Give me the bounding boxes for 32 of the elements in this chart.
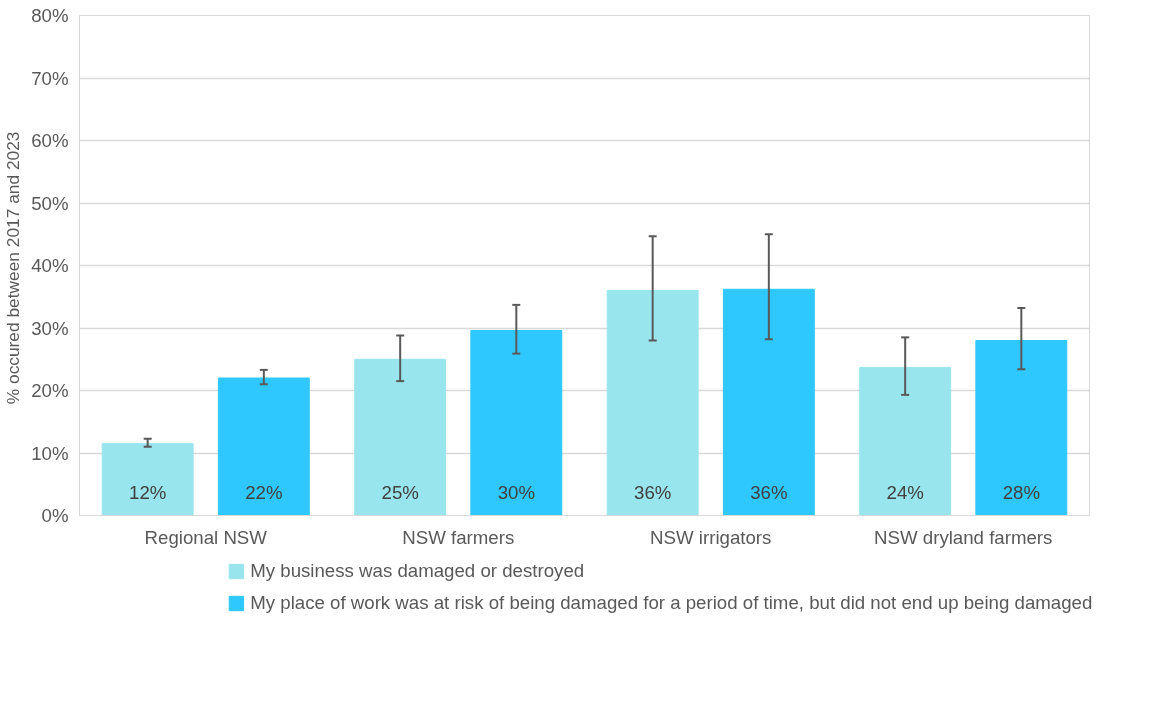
x-tick-label: Regional NSW bbox=[144, 526, 268, 548]
y-tick-label: 30% bbox=[31, 317, 69, 339]
y-tick-label: 50% bbox=[31, 192, 69, 214]
x-tick-label: NSW irrigators bbox=[650, 526, 772, 548]
x-tick-label: NSW dryland farmers bbox=[874, 526, 1053, 548]
y-tick-label: 20% bbox=[31, 380, 69, 401]
y-tick-label: 70% bbox=[31, 67, 69, 89]
legend-label: My place of work was at risk of being damaged for a period of time, but did not end up being damaged bbox=[250, 592, 1093, 614]
data-label: 12% bbox=[129, 482, 167, 503]
y-tick-label: 10% bbox=[31, 442, 69, 464]
y-axis-title: % occured between 2017 and 2023 bbox=[3, 131, 24, 405]
y-tick-label: 40% bbox=[31, 255, 69, 276]
data-label: 36% bbox=[634, 482, 672, 503]
bar bbox=[470, 330, 563, 516]
data-label: 25% bbox=[381, 482, 419, 503]
x-tick-label: NSW farmers bbox=[402, 526, 515, 548]
bar bbox=[722, 288, 815, 516]
data-label: 24% bbox=[886, 482, 924, 503]
bar bbox=[606, 290, 699, 516]
y-tick-label: 80% bbox=[31, 5, 69, 26]
y-tick-label: 0% bbox=[41, 505, 69, 526]
bar bbox=[354, 358, 447, 516]
bar bbox=[859, 366, 952, 516]
bar bbox=[217, 377, 310, 516]
y-tick-label: 60% bbox=[31, 130, 69, 151]
data-label: 30% bbox=[497, 482, 535, 503]
data-label: 36% bbox=[750, 482, 788, 503]
data-label: 22% bbox=[245, 482, 283, 503]
bar bbox=[975, 340, 1068, 516]
data-label: 28% bbox=[1002, 482, 1040, 503]
legend-label: My business was damaged or destroyed bbox=[250, 560, 585, 582]
bar bbox=[101, 443, 194, 516]
